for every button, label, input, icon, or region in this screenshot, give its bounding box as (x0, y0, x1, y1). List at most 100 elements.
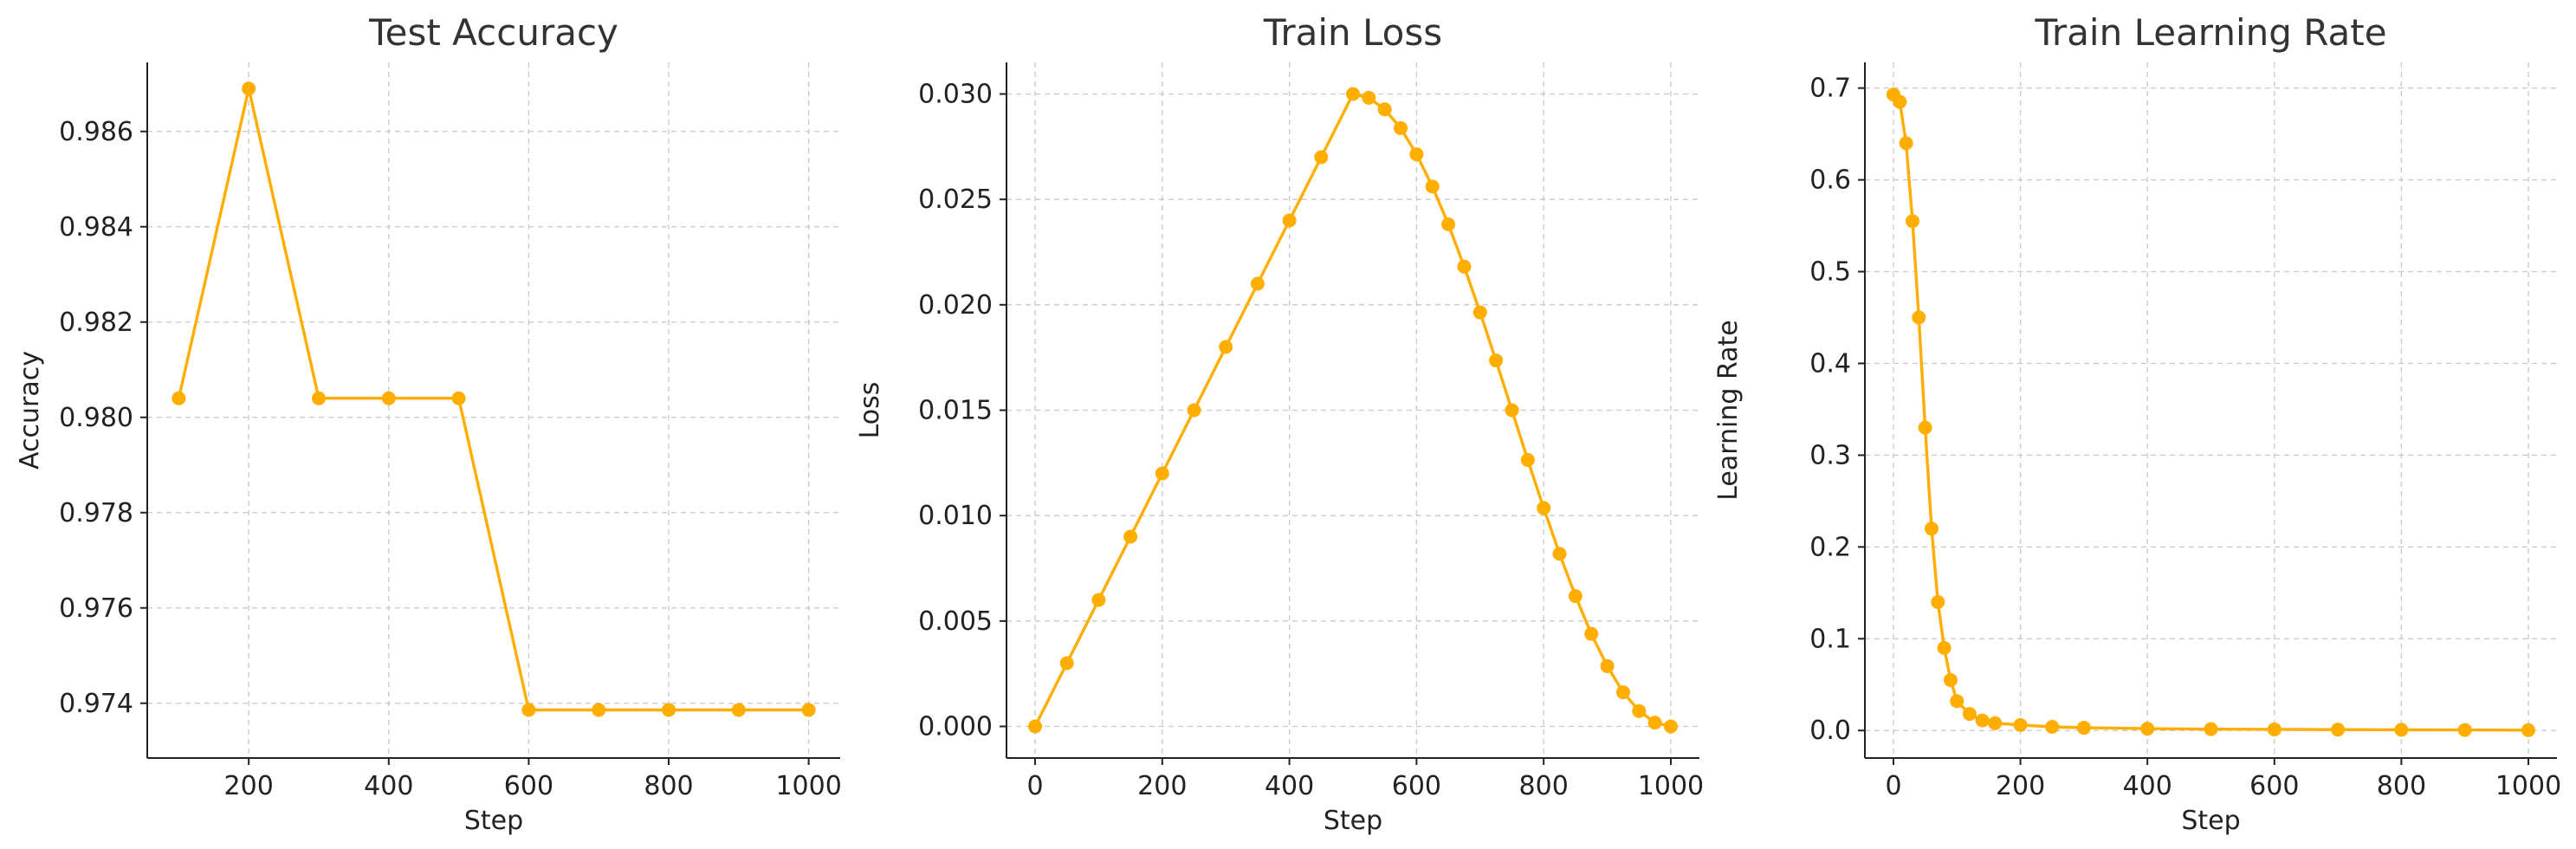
test-accuracy-title: Test Accuracy (368, 11, 618, 54)
test-accuracy-data-point (242, 81, 256, 96)
train-learning-rate-xtick-label-3: 600 (2249, 771, 2299, 801)
train-loss-data-point (1059, 656, 1074, 671)
train-loss-ytick-label-1: 0.005 (918, 606, 993, 637)
train-learning-rate-ytick-label-3: 0.3 (1809, 440, 1851, 470)
train-loss-ytick-label-4: 0.020 (918, 290, 993, 321)
train-loss-data-point (1489, 353, 1504, 368)
test-accuracy-series-line (177, 87, 809, 712)
train-learning-rate-data-point (2045, 719, 2060, 734)
test-accuracy-ytick-label-4: 0.982 (59, 308, 133, 338)
test-accuracy-data-point (172, 391, 186, 405)
train-loss-data-point (1282, 213, 1297, 228)
test-accuracy-ytick-label-2: 0.978 (59, 498, 133, 528)
train-loss-data-point (1425, 179, 1440, 194)
train-loss-ytick-label-0: 0.000 (918, 712, 993, 742)
test-accuracy-xtick-label-2: 600 (504, 771, 553, 801)
train-loss-xtick-label-2: 400 (1265, 771, 1314, 801)
train-learning-rate-x-axis-label: Step (2181, 806, 2240, 836)
train-learning-rate-data-point (2394, 723, 2409, 737)
train-learning-rate-data-point (1924, 522, 1938, 536)
train-learning-rate-data-point (2521, 723, 2536, 737)
test-accuracy-data-point (662, 703, 676, 717)
train-learning-rate-ytick-label-4: 0.4 (1809, 348, 1851, 379)
train-loss-ytick-label-5: 0.025 (918, 185, 993, 215)
train-loss-data-point (1362, 90, 1376, 105)
train-learning-rate-data-point (2204, 722, 2218, 736)
train-loss-data-point (1537, 501, 1551, 515)
train-learning-rate-data-point (2013, 717, 2028, 732)
test-accuracy-ytick-label-6: 0.986 (59, 117, 133, 147)
train-learning-rate-data-point (2076, 721, 2091, 736)
train-loss-x-axis-label: Step (1324, 806, 1382, 836)
train-loss-ytick-label-2: 0.010 (918, 501, 993, 531)
train-loss-data-point (1472, 305, 1487, 320)
train-learning-rate-data-point (1931, 594, 1945, 609)
test-accuracy-y-axis-label: Accuracy (15, 351, 45, 470)
train-loss-data-point (1505, 403, 1519, 418)
test-accuracy-ytick-label-3: 0.980 (59, 403, 133, 433)
train-learning-rate-xtick-label-1: 200 (1996, 771, 2045, 801)
train-learning-rate-data-point (1893, 94, 1907, 109)
train-learning-rate-xtick-label-2: 400 (2123, 771, 2172, 801)
train-learning-rate-panel: 0 200 400 600 800 1000 0.0 0.1 0.2 0.3 0.4 0.5 0.6 0.… (1713, 11, 2561, 836)
train-loss-panel: 0 200 400 600 800 1000 0.000 0.005 0.010 0.015 0.0… (855, 11, 1704, 836)
train-loss-data-point (1615, 685, 1630, 700)
test-accuracy-data-point (311, 391, 326, 405)
train-loss-data-point (1028, 719, 1043, 734)
test-accuracy-ytick-label-5: 0.984 (59, 212, 133, 243)
test-accuracy-panel: 200 400 600 800 1000 0.974 0.976 0.978 0.980 0.98… (15, 11, 842, 836)
train-learning-rate-series-line (1892, 93, 2529, 732)
train-loss-xtick-label-3: 600 (1392, 771, 1441, 801)
train-learning-rate-ytick-label-2: 0.2 (1809, 532, 1851, 562)
train-learning-rate-data-point (1899, 136, 1913, 151)
test-accuracy-data-point (592, 703, 606, 717)
train-loss-data-point (1250, 276, 1265, 291)
train-loss-data-point (1187, 403, 1201, 418)
train-learning-rate-ytick-label-5: 0.5 (1809, 257, 1851, 288)
test-accuracy-x-axis-label: Step (464, 806, 523, 836)
train-loss-ytick-label-6: 0.030 (918, 80, 993, 110)
train-learning-rate-ytick-label-6: 0.6 (1809, 165, 1851, 196)
train-loss-data-point (1441, 217, 1456, 231)
test-accuracy-xtick-label-0: 200 (224, 771, 274, 801)
train-learning-rate-data-point (1943, 672, 1958, 687)
train-loss-data-point (1457, 259, 1472, 274)
train-loss-data-point (1219, 340, 1233, 354)
test-accuracy-xtick-label-4: 1000 (775, 771, 841, 801)
test-accuracy-data-point (801, 703, 816, 717)
train-learning-rate-data-point (1937, 640, 1951, 655)
train-learning-rate-data-point (1918, 420, 1932, 435)
train-loss-data-point (1155, 466, 1169, 481)
train-learning-rate-xtick-label-4: 800 (2377, 771, 2426, 801)
train-loss-data-point (1314, 150, 1329, 165)
train-loss-xtick-label-1: 200 (1137, 771, 1187, 801)
train-learning-rate-data-point (2457, 723, 2472, 737)
train-learning-rate-data-point (1950, 694, 1964, 709)
train-loss-xtick-label-0: 0 (1026, 771, 1043, 801)
train-loss-data-point (1377, 102, 1392, 117)
train-learning-rate-data-point (2140, 722, 2155, 736)
train-learning-rate-data-point (1912, 310, 1926, 325)
train-learning-rate-data-point (2331, 723, 2346, 737)
train-loss-data-point (1520, 452, 1535, 467)
test-accuracy-xtick-label-3: 800 (644, 771, 693, 801)
train-learning-rate-data-point (1905, 214, 1919, 229)
train-loss-xtick-label-5: 1000 (1638, 771, 1704, 801)
train-loss-data-point (1600, 658, 1615, 673)
train-loss-ytick-label-3: 0.015 (918, 396, 993, 426)
test-accuracy-ytick-label-0: 0.974 (59, 689, 133, 719)
train-learning-rate-ytick-label-1: 0.1 (1809, 624, 1851, 654)
train-learning-rate-data-point (1975, 713, 1990, 728)
test-accuracy-data-point (381, 391, 396, 405)
train-learning-rate-ytick-label-0: 0.0 (1809, 716, 1851, 746)
train-learning-rate-data-point (2267, 722, 2282, 736)
train-loss-data-point (1123, 529, 1138, 544)
train-learning-rate-data-point (1962, 707, 1977, 722)
train-loss-data-point (1394, 120, 1408, 135)
train-learning-rate-xtick-label-5: 1000 (2495, 771, 2561, 801)
test-accuracy-ytick-label-1: 0.976 (59, 593, 133, 624)
test-accuracy-xtick-label-1: 400 (364, 771, 413, 801)
test-accuracy-data-point (451, 391, 466, 405)
train-loss-data-point (1663, 719, 1678, 734)
